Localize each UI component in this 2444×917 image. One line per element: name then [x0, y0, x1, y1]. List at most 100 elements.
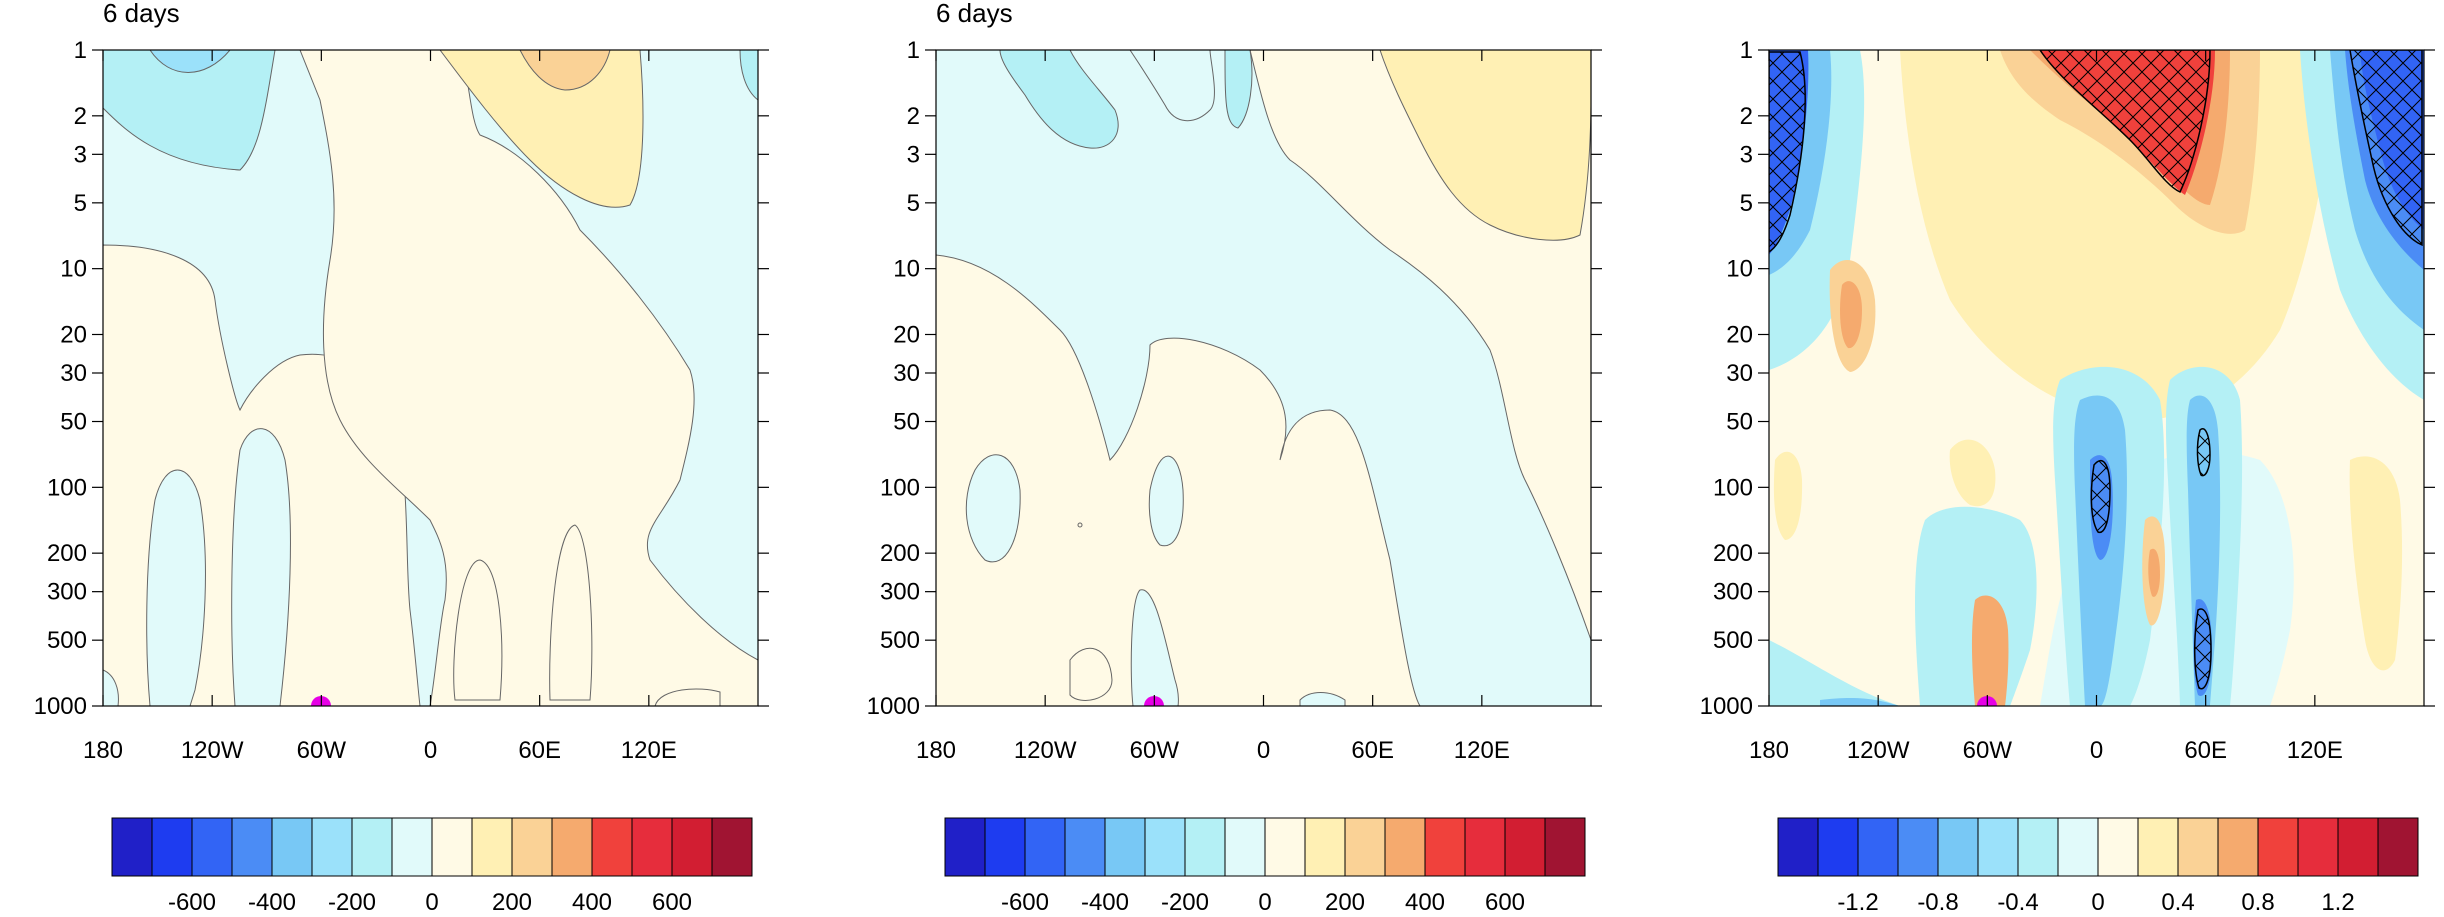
colorbar-box: [1064, 817, 1106, 877]
x-tick-label: 60E: [518, 737, 561, 764]
x-tick-label: 60E: [2184, 737, 2227, 764]
colorbar-box: [591, 817, 633, 877]
x-tick-label: 0: [424, 737, 437, 764]
y-tick-label: 500: [880, 627, 920, 654]
colorbar-label: 600: [652, 889, 692, 916]
y-tick-label: 30: [60, 360, 87, 387]
colorbar-box: [391, 817, 433, 877]
colorbar-box: [431, 817, 473, 877]
y-tick-label: 5: [1740, 190, 1753, 217]
colorbar-box: [311, 817, 353, 877]
y-tick-label: 10: [893, 256, 920, 283]
y-tick-label: 20: [1726, 321, 1753, 348]
y-tick-label: 200: [1713, 540, 1753, 567]
y-tick-label: 1000: [867, 693, 920, 720]
colorbar-box: [631, 817, 673, 877]
colorbar-box: [2057, 817, 2099, 877]
y-tick-label: 50: [60, 409, 87, 436]
colorbar-label: -0.4: [1997, 889, 2038, 916]
colorbar-label: -200: [328, 889, 376, 916]
colorbar-box: [1897, 817, 1939, 877]
colorbar-box: [471, 817, 513, 877]
colorbar-box: [111, 817, 153, 877]
colorbar-box: [711, 817, 753, 877]
colorbar-box: [2217, 817, 2259, 877]
x-tick-label: 120E: [621, 737, 677, 764]
colorbar-box: [1184, 817, 1226, 877]
colorbar-label: -400: [248, 889, 296, 916]
y-tick-label: 2: [1740, 103, 1753, 130]
colorbar-box: [1464, 817, 1506, 877]
x-tick-label: 120W: [1847, 737, 1910, 764]
colorbar-box: [671, 817, 713, 877]
x-tick-label: 60E: [1351, 737, 1394, 764]
colorbar-box: [1224, 817, 1266, 877]
y-tick-label: 5: [74, 190, 87, 217]
colorbar-box: [351, 817, 393, 877]
colorbar-box: [2177, 817, 2219, 877]
colorbar-box: [984, 817, 1026, 877]
colorbar-box: [2337, 817, 2379, 877]
x-tick-label: 120W: [1014, 737, 1077, 764]
y-tick-label: 10: [1726, 256, 1753, 283]
colorbar-label: 200: [1325, 889, 1365, 916]
y-tick-label: 1: [907, 37, 920, 64]
colorbar-box: [1817, 817, 1859, 877]
colorbar-box: [271, 817, 313, 877]
colorbar-label: -0.8: [1917, 889, 1958, 916]
y-tick-label: 100: [47, 474, 87, 501]
y-tick-label: 500: [47, 627, 87, 654]
colorbar-box: [1384, 817, 1426, 877]
colorbar-box: [191, 817, 233, 877]
panel-3: 180 120W 60W 0 60E 120E 1 2 3 5 10 20 30 50 100 200 300 5…: [1700, 37, 2435, 916]
x-tick-label: 0: [1257, 737, 1270, 764]
x-tick-label: 60W: [297, 737, 347, 764]
x-tick-label: 60W: [1963, 737, 2013, 764]
colorbar-label: 0: [1258, 889, 1271, 916]
panel-title: 6 days: [936, 0, 1013, 28]
y-tick-label: 200: [47, 540, 87, 567]
x-tick-label: 120E: [2287, 737, 2343, 764]
y-tick-label: 100: [1713, 474, 1753, 501]
y-tick-label: 5: [907, 190, 920, 217]
y-tick-label: 3: [1740, 141, 1753, 168]
y-tick-label: 10: [60, 256, 87, 283]
colorbar-box: [1937, 817, 1979, 877]
y-tick-label: 300: [880, 579, 920, 606]
colorbar-box: [2017, 817, 2059, 877]
colorbar-label: -600: [168, 889, 216, 916]
colorbar-box: [2257, 817, 2299, 877]
colorbar-box: [1144, 817, 1186, 877]
colorbar-box: [1977, 817, 2019, 877]
y-tick-label: 200: [880, 540, 920, 567]
y-tick-label: 20: [60, 321, 87, 348]
x-tick-label: 180: [1749, 737, 1789, 764]
colorbar-label: 0: [425, 889, 438, 916]
colorbar-label: -600: [1001, 889, 1049, 916]
colorbar-label: -400: [1081, 889, 1129, 916]
panel-3-field: [1769, 50, 2424, 706]
y-tick-label: 1: [74, 37, 87, 64]
colorbar-box: [1504, 817, 1546, 877]
x-tick-label: 0: [2090, 737, 2103, 764]
x-tick-label: 180: [83, 737, 123, 764]
y-tick-label: 1000: [1700, 693, 1753, 720]
y-tick-label: 1000: [34, 693, 87, 720]
colorbar-box: [1424, 817, 1466, 877]
panel-1: 6 days 180 120W 60W 0 60E 120E 1 2 3 5 10 20 30 50 100 2…: [34, 0, 769, 916]
y-tick-label: 2: [907, 103, 920, 130]
y-tick-label: 300: [1713, 579, 1753, 606]
colorbar-label: 200: [492, 889, 532, 916]
colorbar-label: -200: [1161, 889, 1209, 916]
colorbar-box: [1024, 817, 1066, 877]
y-tick-label: 2: [74, 103, 87, 130]
y-tick-label: 3: [907, 141, 920, 168]
x-tick-label: 120E: [1454, 737, 1510, 764]
colorbar-box: [231, 817, 273, 877]
y-tick-label: 30: [893, 360, 920, 387]
y-tick-label: 3: [74, 141, 87, 168]
colorbar-box: [2377, 817, 2419, 877]
x-tick-label: 120W: [181, 737, 244, 764]
y-tick-label: 100: [880, 474, 920, 501]
